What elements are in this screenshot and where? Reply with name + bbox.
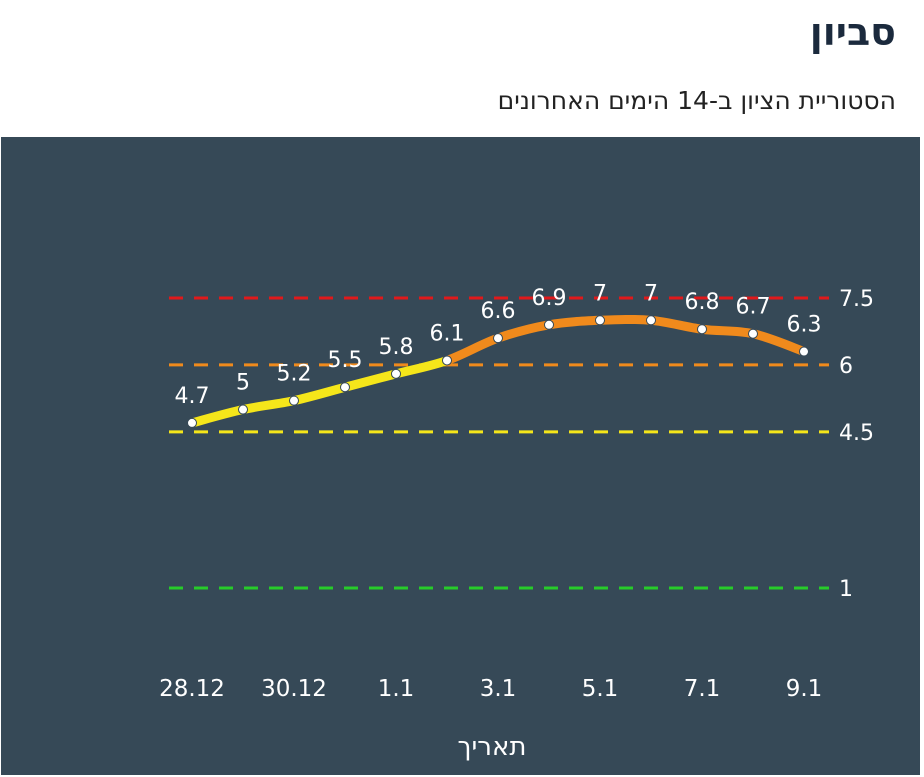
series-line-segment xyxy=(493,320,554,343)
data-point xyxy=(544,319,554,330)
chart-subtitle: הסטוריית הציון ב-14 הימים האחרונים xyxy=(497,86,896,115)
threshold-label: 7.5 xyxy=(839,287,874,312)
x-tick-label: 7.1 xyxy=(684,676,721,702)
threshold-label: 4.5 xyxy=(839,421,874,446)
x-tick-label: 28.12 xyxy=(159,676,225,702)
threshold-label: 1 xyxy=(839,577,853,602)
data-point xyxy=(289,395,299,406)
series-line-segment xyxy=(187,405,248,428)
x-tick-label: 5.1 xyxy=(582,676,619,702)
page-title: סביון xyxy=(809,10,896,54)
data-point xyxy=(493,333,503,344)
data-point xyxy=(340,382,350,393)
data-point xyxy=(748,328,758,339)
series-line-segment xyxy=(289,382,350,406)
data-point xyxy=(646,315,656,326)
series-line-segment xyxy=(238,396,299,415)
data-label: 4.7 xyxy=(175,384,210,409)
series-line-segment xyxy=(646,315,707,334)
series-line-segment xyxy=(340,369,401,392)
data-point xyxy=(187,417,197,428)
data-point xyxy=(391,368,401,379)
data-point xyxy=(697,324,707,335)
data-point xyxy=(238,404,248,415)
x-axis-label: תאריך xyxy=(458,732,527,762)
series-line-segment xyxy=(595,314,656,325)
data-label: 6.7 xyxy=(736,295,771,320)
data-label: 6.1 xyxy=(430,321,465,346)
threshold-label: 6 xyxy=(839,354,853,379)
data-label: 6.8 xyxy=(685,290,720,315)
data-point xyxy=(595,315,605,326)
data-label: 7 xyxy=(644,281,658,306)
data-point xyxy=(442,355,452,366)
data-label: 7 xyxy=(593,281,607,306)
data-label: 5.8 xyxy=(379,335,414,360)
x-tick-label: 30.12 xyxy=(261,676,327,702)
x-tick-label: 1.1 xyxy=(378,676,415,702)
data-label: 6.9 xyxy=(532,286,567,311)
x-tick-label: 3.1 xyxy=(480,676,517,702)
data-label: 5 xyxy=(236,371,250,396)
data-label: 5.2 xyxy=(277,362,312,387)
chart-panel: 7.5 6 4.5 1 4.7 5 5.2 5.5 5.8 6.1 6.6 6.9 7 7 6.8 6.7 6… xyxy=(1,137,920,775)
series-line-segment xyxy=(391,355,452,379)
line-chart: 7.5 6 4.5 1 4.7 5 5.2 5.5 5.8 6.1 6.6 6.9 7 7 6.8 6.7 6… xyxy=(159,281,874,762)
data-label: 5.5 xyxy=(328,348,363,373)
data-point xyxy=(799,346,809,357)
data-label: 6.6 xyxy=(481,299,516,324)
series-line-segment xyxy=(544,315,605,330)
x-tick-label: 9.1 xyxy=(786,676,823,702)
series-line-segment xyxy=(697,324,758,339)
data-label: 6.3 xyxy=(787,313,822,338)
